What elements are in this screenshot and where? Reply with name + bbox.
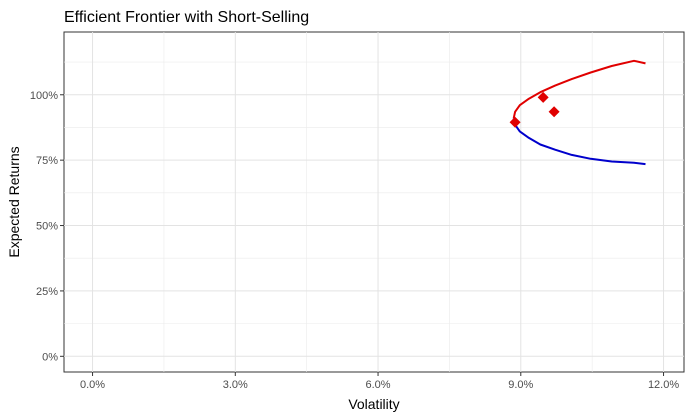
asset-point — [537, 91, 549, 103]
y-tick-label: 100% — [30, 90, 58, 102]
y-tick-label: 75% — [36, 155, 58, 167]
x-tick-label: 6.0% — [366, 379, 391, 391]
x-axis-ticks: 0.0% 3.0% 6.0% 9.0% 12.0% — [80, 372, 679, 391]
y-axis-title: Expected Returns — [6, 146, 22, 257]
x-axis-title: Volatility — [348, 396, 399, 412]
x-tick-label: 0.0% — [80, 379, 105, 391]
frontier-line-0 — [512, 59, 646, 119]
y-tick-label: 0% — [42, 351, 58, 363]
asset-points — [509, 91, 560, 128]
chart-title: Efficient Frontier with Short-Selling — [64, 9, 309, 26]
asset-point — [548, 106, 560, 118]
y-tick-label: 25% — [36, 286, 58, 298]
x-tick-label: 9.0% — [508, 379, 533, 391]
x-tick-label: 12.0% — [648, 379, 679, 391]
asset-point — [509, 116, 521, 128]
y-tick-label: 50% — [36, 221, 58, 233]
frontier-line-1 — [512, 118, 646, 166]
x-tick-label: 3.0% — [223, 379, 248, 391]
y-axis-ticks: 0% 25% 50% 75% 100% — [30, 90, 64, 363]
grid-lines — [64, 32, 684, 372]
frontier-series — [512, 59, 646, 166]
plot-panel — [63, 31, 685, 373]
